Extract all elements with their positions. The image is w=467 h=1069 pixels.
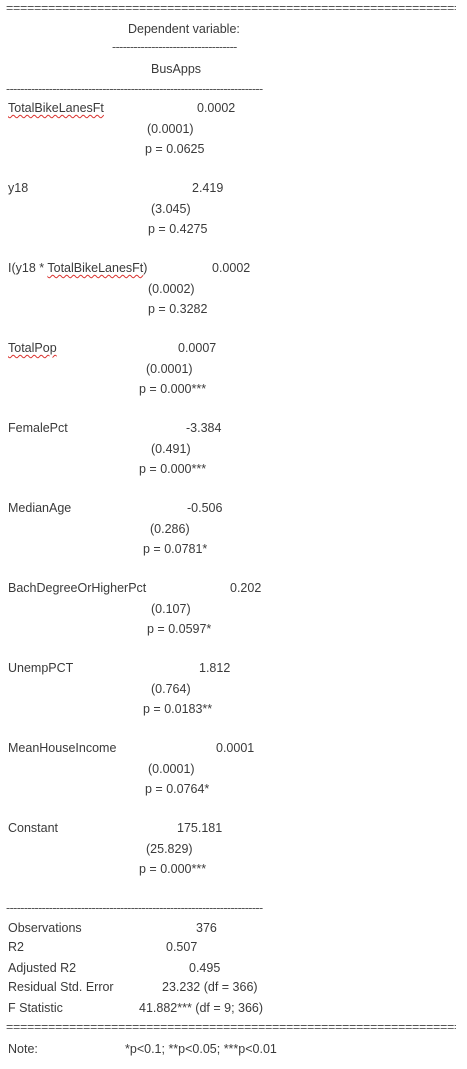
stat-value: 0.495 xyxy=(189,961,221,975)
coefficient: -0.506 xyxy=(187,501,223,515)
dependent-variable-name: BusApps xyxy=(151,62,202,76)
row-label: MeanHouseIncome xyxy=(8,741,117,755)
row-label: I(y18 * TotalBikeLanesFt) xyxy=(8,261,148,275)
stat-label: Adjusted R2 xyxy=(8,961,77,975)
p-value: p = 0.0183** xyxy=(143,702,213,716)
row-label: TotalPop xyxy=(8,341,57,355)
p-value: p = 0.4275 xyxy=(148,222,208,236)
stat-value: 0.507 xyxy=(166,940,198,954)
standard-error: (0.107) xyxy=(151,602,191,616)
p-value: p = 0.0764* xyxy=(145,782,210,796)
row-label: y18 xyxy=(8,181,29,195)
coefficient: 0.0002 xyxy=(212,261,251,275)
dependent-variable-label: Dependent variable: xyxy=(128,22,240,36)
header-rule: ----------------------------------------… xyxy=(6,82,263,96)
coefficient: 2.419 xyxy=(192,181,224,195)
p-value: p = 0.000*** xyxy=(139,862,207,876)
standard-error: (3.045) xyxy=(151,202,191,216)
dependent-short-rule: ----------------------------------- xyxy=(112,40,237,54)
row-label: Constant xyxy=(8,821,59,835)
top-double-rule: ========================================… xyxy=(6,1,456,15)
coefficient: 175.181 xyxy=(177,821,223,835)
p-value: p = 0.0597* xyxy=(147,622,212,636)
row-label: FemalePct xyxy=(8,421,68,435)
stat-value: 23.232 (df = 366) xyxy=(162,980,258,994)
standard-error: (0.491) xyxy=(151,442,191,456)
variable-name: TotalBikeLanesFt xyxy=(47,261,144,275)
row-label: MedianAge xyxy=(8,501,72,515)
stat-label: R2 xyxy=(8,940,24,954)
coefficient: -3.384 xyxy=(186,421,222,435)
bottom-double-rule: ========================================… xyxy=(6,1020,456,1034)
p-value: p = 0.0781* xyxy=(143,542,208,556)
p-value: p = 0.000*** xyxy=(139,382,207,396)
standard-error: (0.0001) xyxy=(147,122,194,136)
row-label: BachDegreeOrHigherPct xyxy=(8,581,147,595)
note-text: *p<0.1; **p<0.05; ***p<0.01 xyxy=(125,1042,277,1056)
coefficient: 0.0001 xyxy=(216,741,255,755)
p-value: p = 0.3282 xyxy=(148,302,208,316)
stat-value: 376 xyxy=(196,921,217,935)
stat-label: Observations xyxy=(8,921,82,935)
stat-label: F Statistic xyxy=(8,1001,63,1015)
stat-value: 41.882*** (df = 9; 366) xyxy=(139,1001,264,1015)
standard-error: (0.0001) xyxy=(146,362,193,376)
coefficient: 0.0007 xyxy=(178,341,217,355)
coefficient: 1.812 xyxy=(199,661,231,675)
p-value: p = 0.0625 xyxy=(145,142,205,156)
p-value: p = 0.000*** xyxy=(139,462,207,476)
variable-name: TotalBikeLanesFt xyxy=(8,101,104,115)
standard-error: (0.0002) xyxy=(148,282,195,296)
variable-name: TotalPop xyxy=(8,341,57,355)
stat-label: Residual Std. Error xyxy=(8,980,114,994)
row-label: TotalBikeLanesFt xyxy=(8,101,104,115)
coefficient: 0.202 xyxy=(230,581,262,595)
standard-error: (0.286) xyxy=(150,522,190,536)
standard-error: (25.829) xyxy=(146,842,193,856)
standard-error: (0.764) xyxy=(151,682,191,696)
coefficient: 0.0002 xyxy=(197,101,236,115)
row-label: UnempPCT xyxy=(8,661,74,675)
stats-rule: ----------------------------------------… xyxy=(6,901,263,915)
note-label: Note: xyxy=(8,1042,38,1056)
standard-error: (0.0001) xyxy=(148,762,195,776)
